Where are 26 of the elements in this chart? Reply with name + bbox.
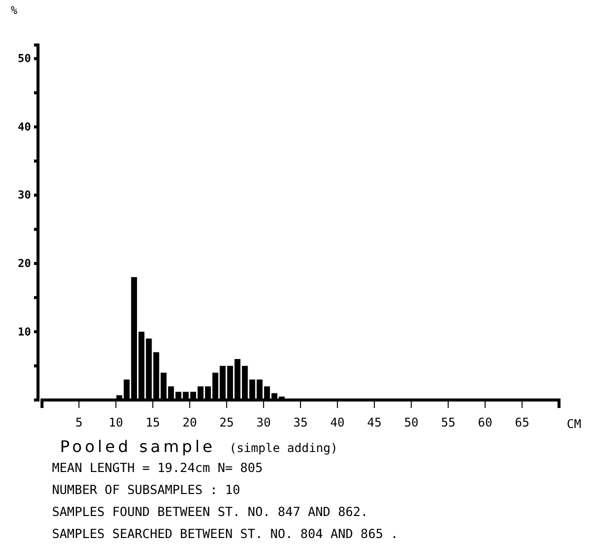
text: NUMBER OF SUBSAMPLES : 10 — [52, 482, 240, 497]
y-axis-title: % — [10, 4, 18, 17]
x-tick-label: 25 — [219, 416, 234, 430]
x-tick-label: 65 — [514, 416, 530, 430]
y-tick-label: 50 — [18, 52, 31, 66]
x-tick-label: 20 — [182, 416, 197, 430]
x-tick-label: 30 — [256, 416, 271, 430]
x-tick-label: 50 — [404, 416, 419, 430]
text: (simple adding) — [229, 441, 338, 455]
x-tick-label: 5 — [75, 416, 83, 430]
x-tick-label: 10 — [108, 416, 124, 430]
y-tick-label: 40 — [18, 120, 31, 134]
x-tick-label: 55 — [440, 416, 456, 430]
y-tick-label: 10 — [18, 325, 31, 338]
x-tick-label: 45 — [367, 416, 382, 430]
text: SAMPLES FOUND BETWEEN ST. NO. 847 AND 862. — [52, 504, 368, 519]
y-tick-label: 20 — [18, 256, 31, 270]
x-tick-label: 40 — [330, 416, 345, 430]
text: SAMPLES SEARCHED BETWEEN ST. NO. 804 AND 865 . — [52, 526, 398, 541]
x-tick-label: 35 — [293, 416, 308, 430]
text: Pooled sample — [60, 437, 216, 456]
text: MEAN LENGTH = 19.24cm N= 805 — [52, 460, 263, 475]
x-axis-title: CM — [566, 417, 582, 431]
x-tick-label: 15 — [146, 416, 160, 430]
y-tick-label: 30 — [18, 188, 31, 202]
x-tick-label: 60 — [478, 416, 492, 430]
